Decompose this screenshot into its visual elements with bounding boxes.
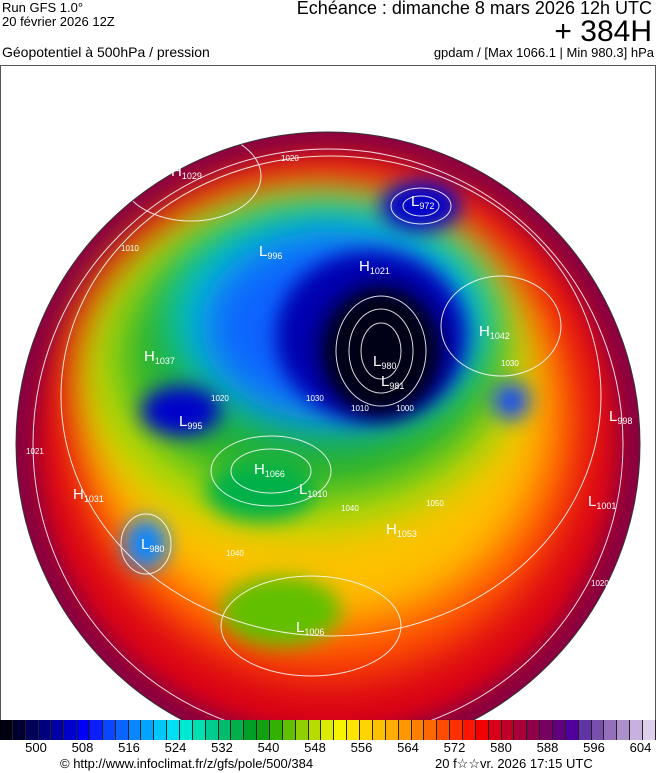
isobar-label: 1010 <box>61 104 79 113</box>
colorbar-swatch <box>385 720 399 740</box>
forecast-lead-time: + 384H <box>554 15 652 48</box>
units-range: gpdam / [Max 1066.1 | Min 980.3] hPa <box>433 45 654 60</box>
colorbar-swatch <box>180 720 193 740</box>
colorbar-tick-label: 580 <box>490 740 512 755</box>
colorbar-tick-label: 500 <box>25 740 47 755</box>
isobar-label: 1020 <box>211 394 229 403</box>
isobar-label: 1040 <box>571 659 589 668</box>
colorbar-tick-label: 596 <box>583 740 605 755</box>
colorbar-swatch <box>540 720 553 740</box>
colorbar-tick-label: 588 <box>536 740 559 755</box>
colorbar-swatch <box>205 720 219 740</box>
isobar-label: 1010 <box>121 244 139 253</box>
colorbar-tick-label: 604 <box>629 740 652 755</box>
colorbar-swatch <box>411 720 425 740</box>
colorbar-swatch <box>488 720 502 740</box>
colorbar-tick-label: 516 <box>118 740 140 755</box>
isobar-label: 1030 <box>501 359 519 368</box>
colorbar-swatch <box>642 720 656 740</box>
colorbar-tick-label: 524 <box>164 740 187 755</box>
colorbar-swatch <box>347 720 361 740</box>
colorbar-swatch <box>192 720 206 740</box>
colorbar-swatch <box>462 720 476 740</box>
colorbar <box>0 720 656 740</box>
isobars <box>32 132 624 721</box>
colorbar-swatch <box>257 720 271 740</box>
colorbar-swatch <box>90 720 103 740</box>
parameter-title: Géopotentiel à 500hPa / pression <box>2 44 210 60</box>
colorbar-swatch <box>231 720 245 740</box>
credit-link[interactable]: © http://www.infoclimat.fr/z/gfs/pole/50… <box>60 756 314 771</box>
isobar-label: 1020 <box>91 184 109 193</box>
isobar-label: 1020 <box>281 154 299 163</box>
colorbar-swatch <box>244 720 258 740</box>
colorbar-tick-label: 548 <box>304 740 326 755</box>
colorbar-swatch <box>527 720 541 740</box>
colorbar-tick-label: 532 <box>211 740 233 755</box>
colorbar-swatch <box>308 720 322 740</box>
colorbar-swatch <box>0 720 13 740</box>
colorbar-swatch <box>321 720 335 740</box>
isobar-label: 1050 <box>426 499 444 508</box>
colorbar-swatch <box>102 720 116 740</box>
colorbar-swatch <box>424 720 438 740</box>
colorbar-tick-label: 556 <box>350 740 373 755</box>
colorbar-swatch <box>617 720 631 740</box>
isobar-label: 1000 <box>396 404 414 413</box>
run-date: 20 février 2026 12Z <box>2 14 115 29</box>
colorbar-swatch <box>128 720 142 740</box>
colorbar-swatch <box>630 720 643 740</box>
colorbar-swatch <box>51 720 65 740</box>
colorbar-swatch <box>398 720 412 740</box>
colorbar-swatch <box>552 720 566 740</box>
colorbar-swatch <box>295 720 309 740</box>
colorbar-swatch <box>38 720 52 740</box>
colorbar-swatch <box>360 720 373 740</box>
colorbar-swatch <box>141 720 155 740</box>
generated-timestamp: 20 f☆☆vr. 2026 17:15 UTC <box>435 756 593 771</box>
colorbar-swatch <box>282 720 296 740</box>
isobar-label: 1021 <box>26 447 44 456</box>
colorbar-swatch <box>604 720 618 740</box>
colorbar-swatch <box>25 720 39 740</box>
colorbar-swatch <box>565 720 579 740</box>
polar-map: H1029 L972 L996 H1021 H1042 H1037 L980 L981 L995… <box>0 65 656 722</box>
colorbar-swatch <box>154 720 168 740</box>
colorbar-tick-label: 540 <box>257 740 280 755</box>
isobar-label: 1020 <box>591 579 609 588</box>
colorbar-swatch <box>437 720 451 740</box>
colorbar-swatch <box>450 720 463 740</box>
colorbar-tick-label: 564 <box>397 740 419 755</box>
colorbar-swatch <box>167 720 181 740</box>
colorbar-swatch <box>77 720 91 740</box>
colorbar-tick-label: 508 <box>71 740 94 755</box>
colorbar-swatch <box>334 720 348 740</box>
colorbar-swatch <box>372 720 386 740</box>
isobar-label: 1030 <box>306 394 324 403</box>
colorbar-swatch <box>514 720 528 740</box>
colorbar-swatch <box>591 720 605 740</box>
isobar-label: 1040 <box>226 549 244 558</box>
colorbar-swatch <box>578 720 592 740</box>
colorbar-tick-label: 572 <box>443 740 466 755</box>
colorbar-swatch <box>501 720 515 740</box>
height-field <box>16 132 640 721</box>
colorbar-swatch <box>475 720 489 740</box>
isobar-label: 1010 <box>351 404 369 413</box>
colorbar-swatch <box>12 720 26 740</box>
colorbar-ticks: 500 508 516 524 532 540 548 556 564 572 580 588 596 6… <box>0 740 656 756</box>
isobar-label: 1040 <box>341 504 359 513</box>
colorbar-swatch <box>115 720 129 740</box>
forecast-valid-time: Echéance : dimanche 8 mars 2026 12h UTC <box>296 0 652 18</box>
colorbar-swatch <box>218 720 232 740</box>
colorbar-swatch <box>270 720 283 740</box>
colorbar-swatch <box>64 720 78 740</box>
model-run: Run GFS 1.0° <box>2 0 84 15</box>
